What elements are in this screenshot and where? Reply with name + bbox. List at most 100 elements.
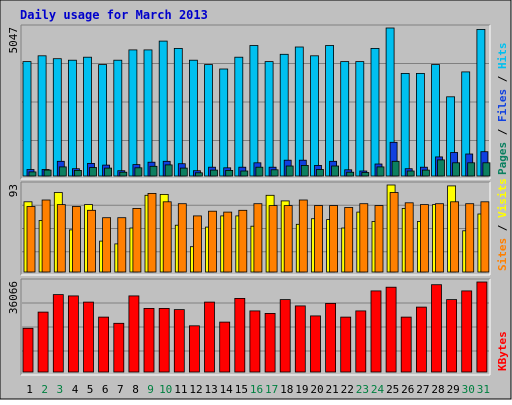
bar-kbytes	[204, 301, 215, 373]
bar-kbytes	[325, 302, 337, 373]
bar-kbytes	[310, 315, 321, 373]
bar-kbytes	[415, 306, 427, 373]
bar-sites	[147, 192, 157, 273]
bar-sites	[223, 211, 233, 273]
bar-sites	[465, 203, 475, 273]
x-tick-label: 23	[356, 383, 369, 396]
x-tick-label: 12	[189, 383, 202, 396]
bar-hits	[204, 64, 213, 177]
bar-sites	[359, 203, 369, 273]
bar-pages	[391, 160, 400, 177]
bar-hits	[279, 53, 289, 177]
bar-kbytes	[83, 301, 94, 373]
bar-kbytes	[113, 322, 125, 373]
bar-sites	[56, 204, 66, 273]
x-tick-label: 14	[220, 383, 234, 396]
legend-entry: Files	[496, 89, 509, 129]
bar-pages	[149, 165, 158, 177]
bar-sites	[41, 199, 51, 273]
bar-sites	[192, 215, 202, 273]
x-tick-label: 13	[204, 383, 217, 396]
x-tick-label: 18	[280, 383, 293, 396]
bar-hits	[83, 56, 92, 177]
bar-pages	[225, 169, 234, 177]
legend-entry: /	[496, 128, 509, 142]
bar-kbytes	[158, 307, 170, 373]
bar-kbytes	[355, 310, 367, 373]
x-tick-label: 30	[462, 383, 475, 396]
x-tick-label: 6	[102, 383, 109, 396]
bar-kbytes	[52, 294, 64, 373]
bar-kbytes	[294, 305, 306, 373]
bar-kbytes	[385, 286, 397, 373]
x-tick-label: 26	[401, 383, 414, 396]
bar-sites	[298, 199, 308, 273]
bar-sites	[480, 201, 490, 273]
bar-pages	[74, 169, 82, 177]
bar-sites	[87, 209, 96, 273]
legend-entry: KBytes	[496, 331, 509, 371]
chart-title: Daily usage for March 2013	[20, 8, 208, 22]
bar-pages	[331, 165, 340, 177]
bar-sites	[253, 203, 263, 273]
bar-pages	[482, 162, 491, 177]
x-tick-label: 31	[477, 383, 490, 396]
bar-kbytes	[249, 310, 261, 373]
bar-pages	[300, 164, 309, 177]
legend-entry: Visits	[496, 178, 509, 224]
bar-kbytes	[22, 327, 34, 373]
chart-panels: 5047 Pages / Files / Hits 93 Sites / Visits…	[7, 24, 509, 376]
bar-pages	[89, 167, 97, 177]
bar-pages	[361, 172, 370, 177]
bar-sites	[404, 202, 414, 273]
bar-sites	[117, 217, 127, 273]
bar-kbytes	[68, 295, 79, 373]
x-tick-label: 24	[371, 383, 385, 396]
bar-sites	[374, 205, 384, 273]
bar-pages	[285, 165, 294, 177]
bar-hits	[128, 49, 138, 177]
bar-sites	[26, 206, 36, 273]
bar-pages	[119, 171, 128, 177]
kbytes-panel: 36066 KBytes	[7, 278, 509, 376]
bar-sites	[283, 205, 293, 273]
legend: KBytes	[496, 331, 509, 371]
x-tick-label: 11	[174, 383, 187, 396]
y-max-label: 36066	[7, 281, 20, 314]
legend-entry: Sites	[496, 238, 509, 271]
bar-hits	[400, 73, 410, 177]
y-max-label: 93	[7, 184, 20, 197]
x-tick-label: 19	[295, 383, 308, 396]
bar-kbytes	[476, 281, 488, 373]
bar-kbytes	[234, 297, 246, 373]
bar-hits	[98, 64, 107, 177]
bar-hits	[219, 68, 229, 177]
bar-pages	[421, 169, 430, 177]
bar-kbytes	[446, 299, 458, 373]
bar-kbytes	[370, 290, 382, 373]
bar-pages	[43, 169, 52, 177]
x-tick-label: 1	[26, 383, 33, 396]
x-tick-label: 21	[325, 383, 338, 396]
bar-kbytes	[173, 309, 185, 373]
bar-pages	[134, 167, 143, 177]
bar-hits	[370, 48, 380, 177]
legend: Pages / Files / Hits	[496, 43, 509, 176]
x-tick-label: 2	[41, 383, 48, 396]
bar-sites	[314, 205, 323, 273]
bar-pages	[316, 169, 324, 177]
day-labels: 1 2 3 4 5 6 7 8 9 10 11 12 13 14 15 16 17 18 19 20 21 22 23 24 2…	[26, 383, 490, 396]
x-tick-label: 29	[447, 383, 460, 396]
bar-hits	[294, 46, 304, 177]
bar-sites	[389, 192, 399, 273]
x-tick-label: 28	[431, 383, 444, 396]
bar-kbytes	[400, 316, 412, 373]
bar-kbytes	[279, 299, 291, 373]
bar-hits	[143, 49, 153, 177]
bar-sites	[72, 206, 81, 273]
bar-kbytes	[188, 325, 200, 373]
legend-entry: Hits	[496, 43, 509, 76]
bar-hits	[158, 40, 168, 177]
x-tick-label: 7	[117, 383, 124, 396]
bar-sites	[329, 205, 339, 273]
